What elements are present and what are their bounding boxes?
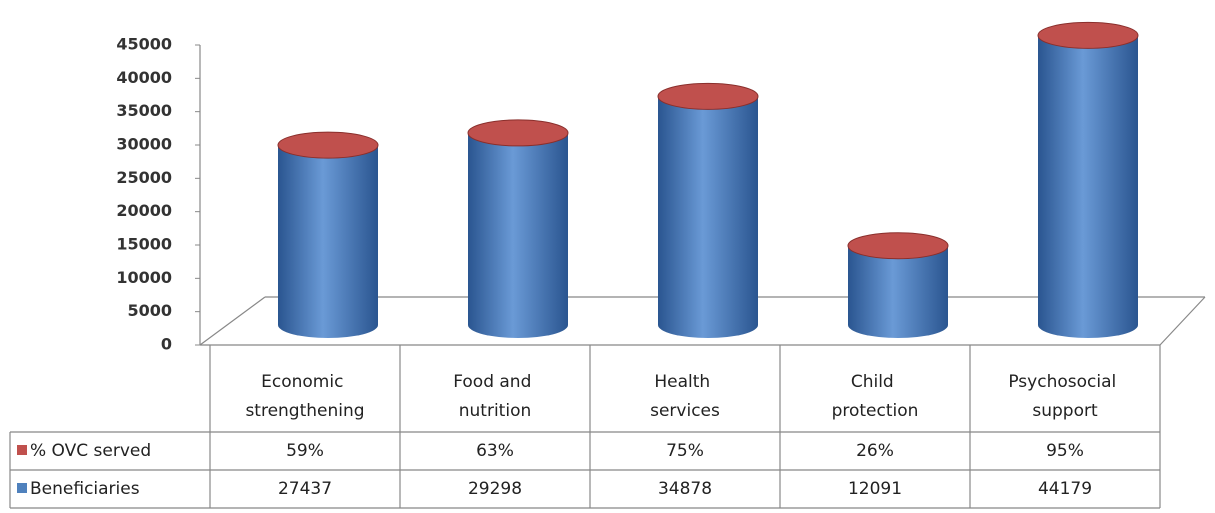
category-line: nutrition xyxy=(459,401,532,421)
data-cell: 59% xyxy=(286,441,324,461)
y-tick-label: 35000 xyxy=(116,101,172,120)
data-cell: 95% xyxy=(1046,441,1084,461)
category-label: Food and nutrition xyxy=(453,372,537,421)
legend-swatch xyxy=(17,445,27,455)
data-cell: 34878 xyxy=(658,479,712,499)
category-line: Child xyxy=(851,372,899,392)
cylinder xyxy=(658,96,758,338)
y-tick-label: 25000 xyxy=(116,168,172,187)
cylinder-cap xyxy=(467,119,569,147)
data-cell: 29298 xyxy=(468,479,522,499)
category-line: strengthening xyxy=(245,401,364,421)
data-cell: 63% xyxy=(476,441,514,461)
y-tick-label: 0 xyxy=(161,335,172,354)
category-label: Child protection xyxy=(832,372,919,421)
cylinder xyxy=(848,245,948,338)
data-cell: 27437 xyxy=(278,479,332,499)
category-line: support xyxy=(1032,401,1098,421)
category-line: Health xyxy=(654,372,715,392)
y-tick-label: 20000 xyxy=(116,201,172,220)
category-line: Economic xyxy=(261,372,349,392)
cylinder xyxy=(278,145,378,338)
data-cell: 44179 xyxy=(1038,479,1092,499)
category-line: services xyxy=(650,401,720,421)
y-tick-label: 10000 xyxy=(116,268,172,287)
y-tick-label: 30000 xyxy=(116,135,172,154)
cylinder xyxy=(1038,35,1138,338)
data-cell: 12091 xyxy=(848,479,902,499)
category-line: Food and xyxy=(453,372,537,392)
category-label: Health services xyxy=(650,372,720,421)
y-tick-label: 15000 xyxy=(116,235,172,254)
cylinder-cap xyxy=(1037,21,1139,49)
data-cell: 75% xyxy=(666,441,704,461)
y-tick-label: 5000 xyxy=(127,301,172,320)
category-label: Psychosocial support xyxy=(1008,372,1121,421)
y-tick-label: 45000 xyxy=(116,35,172,54)
category-line: Psychosocial xyxy=(1008,372,1121,392)
category-line: protection xyxy=(832,401,919,421)
legend-swatch xyxy=(17,483,27,493)
category-label: Economic strengthening xyxy=(245,372,364,421)
data-table-grid xyxy=(9,344,1160,509)
cylinder-cap xyxy=(277,131,379,159)
legend-label: Beneficiaries xyxy=(30,479,140,499)
y-tick-label: 40000 xyxy=(116,68,172,87)
data-cell: 26% xyxy=(856,441,894,461)
cylinder-cap xyxy=(847,232,949,260)
cylinder xyxy=(468,132,568,338)
legend-label: % OVC served xyxy=(30,441,151,461)
cylinder-cap xyxy=(657,82,759,110)
